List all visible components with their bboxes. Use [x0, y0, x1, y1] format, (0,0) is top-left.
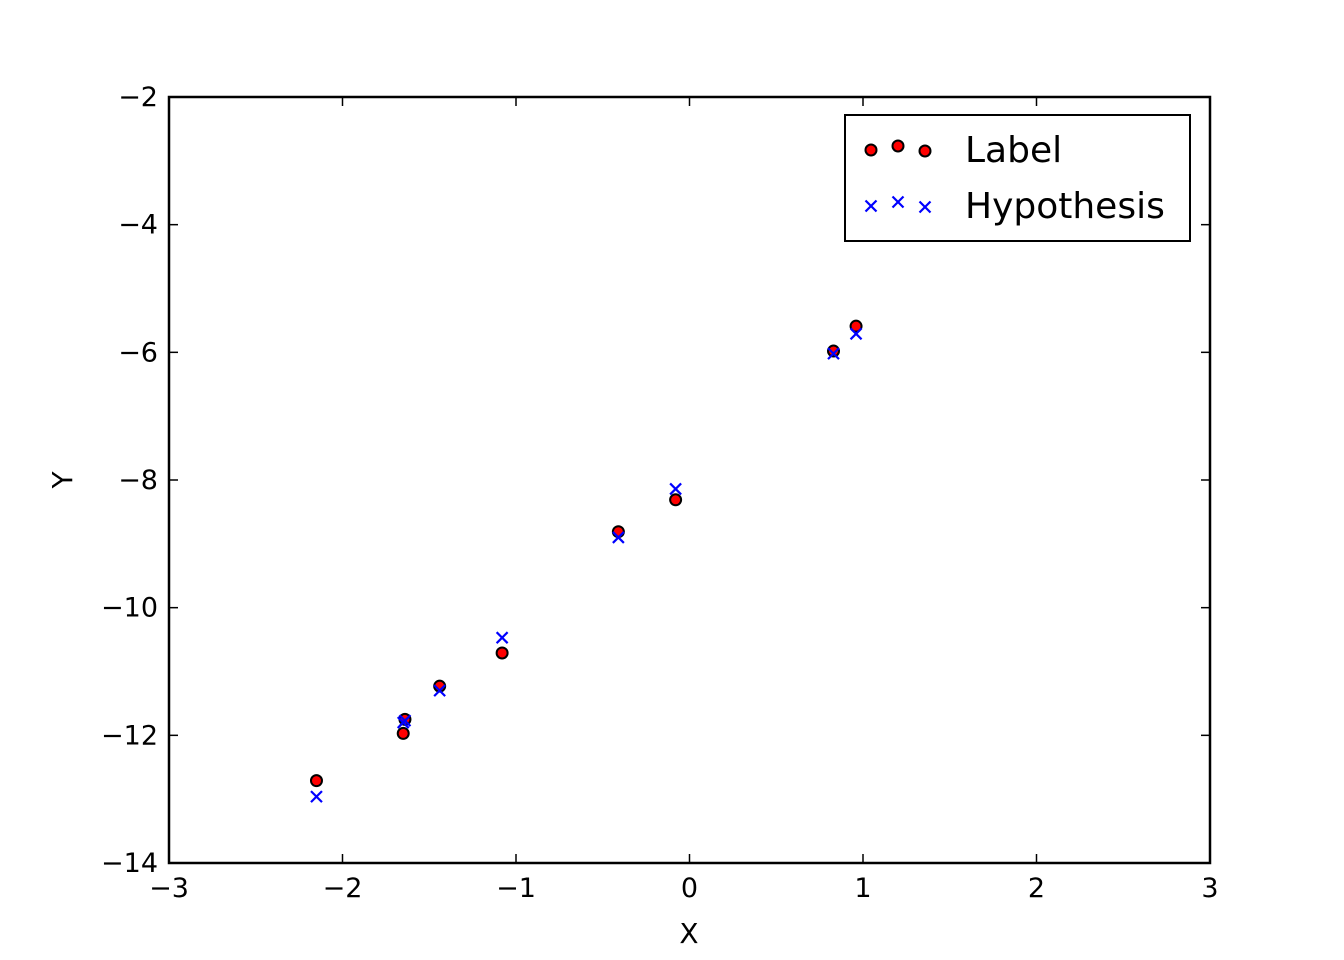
x-marker-stroke [864, 199, 878, 213]
x-marker-stroke [612, 531, 625, 544]
data-point-x [827, 347, 840, 360]
plot-area: −3 −2 −1 0 1 2 3−14−12−10−8−6−4−2 [101, 82, 1219, 904]
x-marker-stroke [310, 790, 323, 803]
legend: Label Hypothesis [844, 114, 1191, 242]
data-point-circle [396, 726, 410, 740]
legend-marker-x [918, 200, 932, 214]
x-marker-stroke [849, 327, 863, 341]
legend-box [844, 114, 1191, 242]
data-point-x [310, 790, 323, 803]
data-point-x [612, 531, 625, 544]
x-tick-label: 0 [681, 873, 698, 904]
x-tick-label: 2 [1028, 873, 1045, 904]
x-marker-stroke [891, 195, 905, 209]
data-point-x [495, 631, 509, 644]
legend-label: Hypothesis [965, 186, 1165, 227]
data-point-circle [669, 493, 683, 507]
x-tick-label: −1 [496, 873, 536, 904]
y-axis-label: Y [46, 471, 79, 490]
data-point-x [849, 327, 863, 341]
legend-label: Label [965, 130, 1062, 171]
data-point-x [669, 482, 682, 496]
x-tick-label: 1 [854, 873, 871, 904]
y-tick-label: −4 [118, 210, 158, 241]
x-marker-stroke [827, 347, 840, 360]
series-hypothesis [310, 327, 863, 803]
legend-entry-hypothesis: Hypothesis [864, 186, 1165, 227]
x-axis-label: X [679, 917, 698, 950]
legend-marker-circle [864, 143, 878, 157]
y-tick-label: −8 [118, 465, 158, 496]
y-tick-label: −14 [101, 848, 158, 879]
x-marker-stroke [495, 631, 509, 644]
data-point-circle [495, 646, 509, 660]
legend-entry-label: Label [864, 130, 1062, 171]
x-marker-stroke [398, 714, 412, 727]
data-point-circle [849, 319, 863, 333]
x-marker-stroke [918, 200, 932, 214]
x-marker-stroke [669, 482, 682, 496]
legend-marker-x [864, 199, 878, 213]
x-tick-label: −3 [149, 873, 189, 904]
data-point-circle [827, 344, 841, 358]
data-point-x [433, 684, 446, 697]
data-point-circle [611, 525, 625, 539]
y-tick-label: −6 [118, 337, 158, 368]
legend-marker-circle [918, 144, 932, 158]
legend-marker-x [891, 195, 905, 209]
y-tick-label: −12 [101, 720, 158, 751]
data-point-circle [309, 774, 323, 788]
x-tick-label: −2 [323, 873, 363, 904]
x-marker-stroke [433, 684, 446, 697]
y-tick-label: −2 [118, 82, 158, 113]
data-point-x [398, 714, 412, 727]
x-tick-label: 3 [1201, 873, 1218, 904]
legend-marker-circle [891, 139, 905, 153]
y-tick-label: −10 [101, 593, 158, 624]
